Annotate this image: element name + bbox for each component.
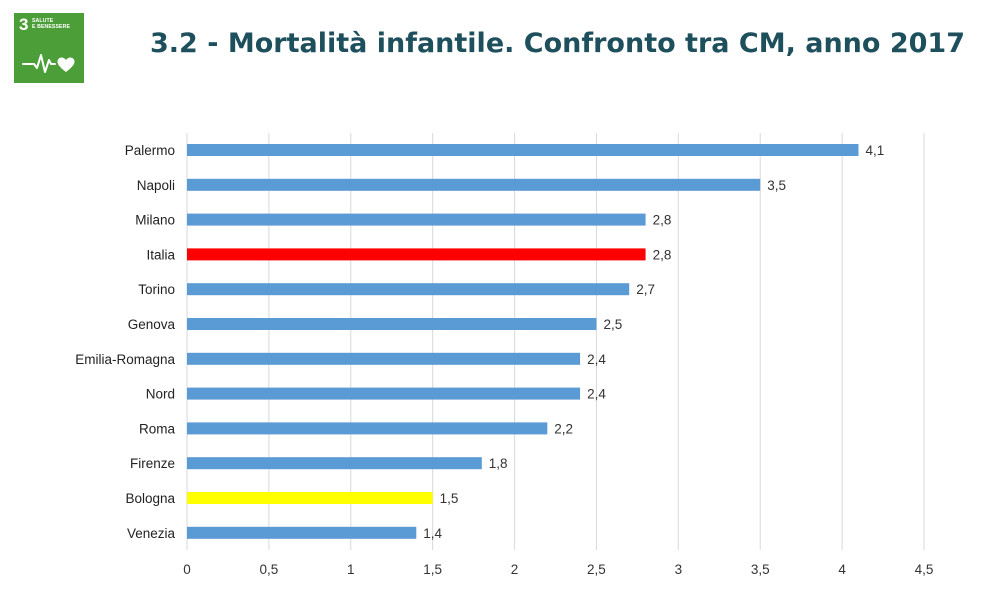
x-tick-label: 2,5 bbox=[587, 562, 606, 577]
x-tick-label: 1 bbox=[347, 562, 355, 577]
sdg-goal-name-line2: E BENESSERE bbox=[32, 24, 71, 30]
category-label: Bologna bbox=[125, 491, 175, 506]
category-label: Emilia-Romagna bbox=[75, 352, 175, 367]
sdg-goal-number: 3 bbox=[19, 15, 29, 34]
category-label: Nord bbox=[146, 387, 175, 402]
data-label: 2,5 bbox=[603, 317, 622, 332]
bar-firenze bbox=[187, 457, 482, 470]
bar-palermo bbox=[187, 144, 859, 156]
x-tick-label: 0 bbox=[183, 562, 191, 577]
bar-genova bbox=[187, 318, 597, 330]
data-label: 1,8 bbox=[489, 456, 508, 471]
heartbeat-heart-icon bbox=[22, 54, 75, 73]
data-label: 2,4 bbox=[587, 387, 606, 402]
sdg-goal-3-badge: 3 SALUTE E BENESSERE bbox=[14, 13, 84, 83]
data-label: 2,4 bbox=[587, 352, 606, 367]
category-label: Milano bbox=[135, 213, 175, 228]
bar-milano bbox=[187, 213, 646, 226]
page-title: 3.2 - Mortalità infantile. Confronto tra… bbox=[150, 28, 965, 59]
x-tick-label: 4 bbox=[838, 562, 846, 577]
data-label: 1,5 bbox=[440, 491, 459, 506]
bar-italia bbox=[187, 248, 646, 261]
category-label: Italia bbox=[146, 247, 175, 262]
x-tick-label: 3,5 bbox=[751, 562, 770, 577]
category-label: Napoli bbox=[137, 178, 175, 193]
sdg-goal-name-line1: SALUTE bbox=[32, 18, 54, 24]
data-label: 2,8 bbox=[653, 213, 672, 228]
bar-napoli bbox=[187, 178, 761, 191]
x-tick-label: 4,5 bbox=[915, 562, 934, 577]
x-tick-label: 3 bbox=[675, 562, 683, 577]
category-label: Firenze bbox=[130, 456, 175, 471]
bar-torino bbox=[187, 283, 630, 296]
data-label: 4,1 bbox=[865, 143, 884, 158]
x-tick-label: 1,5 bbox=[423, 562, 442, 577]
bar-nord bbox=[187, 387, 581, 400]
category-label: Torino bbox=[138, 282, 175, 297]
data-label: 1,4 bbox=[423, 526, 442, 541]
category-label: Venezia bbox=[127, 526, 176, 541]
x-tick-label: 0,5 bbox=[259, 562, 278, 577]
bar-roma bbox=[187, 422, 548, 435]
x-tick-label: 2 bbox=[511, 562, 519, 577]
bar-bologna bbox=[187, 492, 433, 504]
data-label: 3,5 bbox=[767, 178, 786, 193]
bar-venezia bbox=[187, 526, 417, 539]
category-label: Roma bbox=[139, 421, 176, 436]
data-label: 2,7 bbox=[636, 282, 655, 297]
category-label: Genova bbox=[128, 317, 176, 332]
bar-emilia-romagna bbox=[187, 352, 581, 365]
category-label: Palermo bbox=[125, 143, 175, 158]
data-label: 2,8 bbox=[653, 247, 672, 262]
data-label: 2,2 bbox=[554, 421, 573, 436]
